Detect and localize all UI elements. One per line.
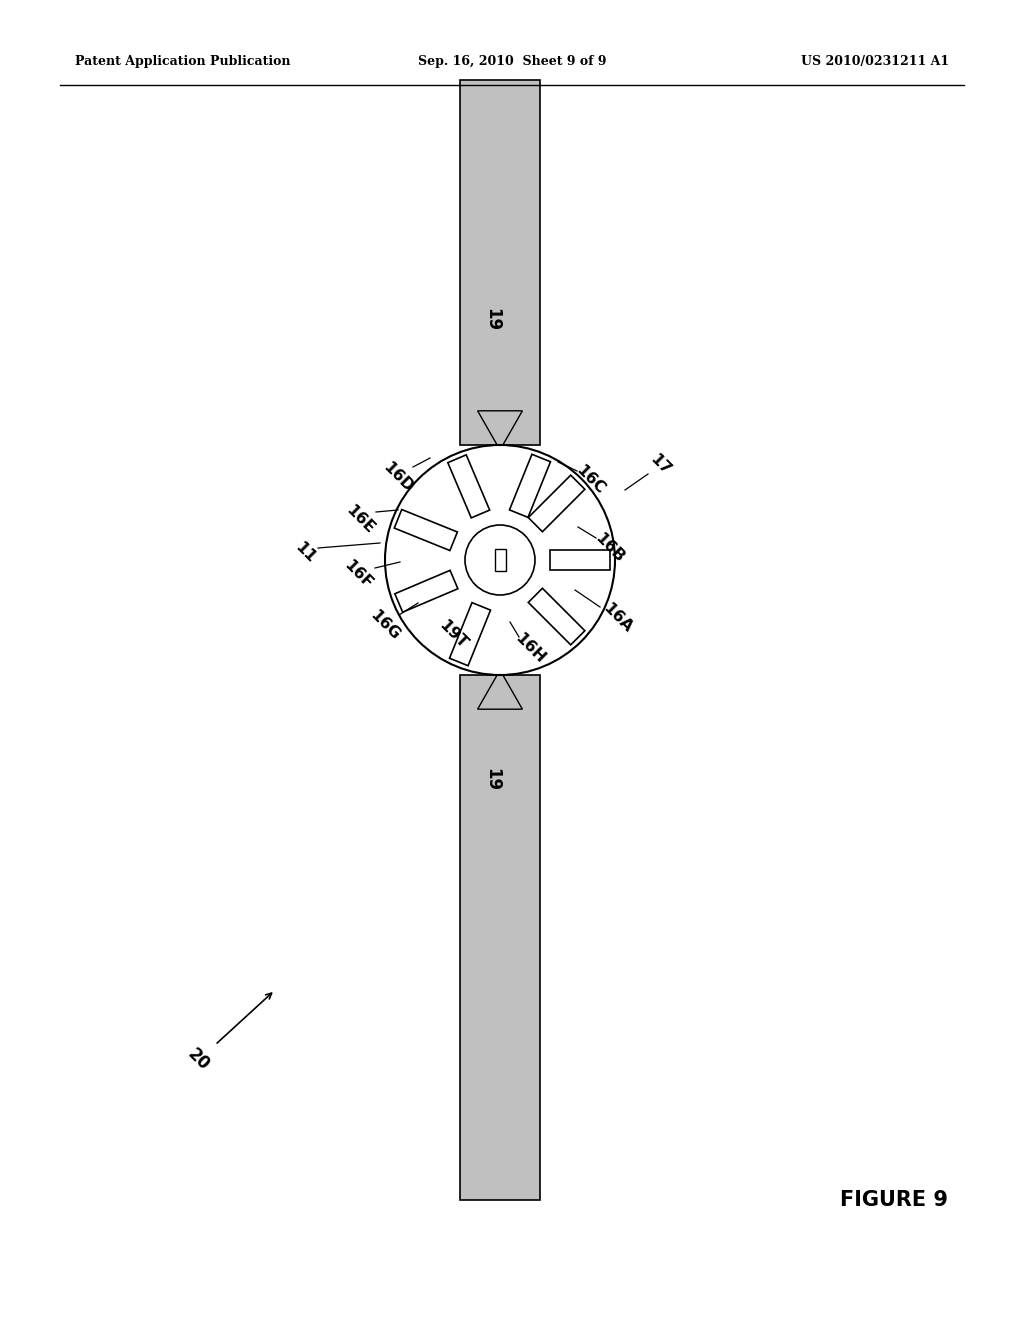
Polygon shape bbox=[450, 603, 490, 665]
Polygon shape bbox=[477, 671, 522, 709]
Text: 11: 11 bbox=[292, 540, 318, 566]
Polygon shape bbox=[495, 549, 506, 572]
Text: 19T: 19T bbox=[436, 618, 470, 652]
Text: 16E: 16E bbox=[343, 503, 377, 537]
Text: 16H: 16H bbox=[512, 630, 548, 667]
Circle shape bbox=[465, 525, 535, 595]
Text: 16D: 16D bbox=[380, 459, 416, 495]
Text: 16F: 16F bbox=[341, 558, 375, 593]
Polygon shape bbox=[460, 675, 540, 1200]
Polygon shape bbox=[394, 510, 458, 550]
Text: 20: 20 bbox=[183, 1045, 213, 1074]
Text: Patent Application Publication: Patent Application Publication bbox=[75, 55, 291, 69]
Text: FIGURE 9: FIGURE 9 bbox=[840, 1191, 948, 1210]
Polygon shape bbox=[510, 454, 551, 517]
Text: 16G: 16G bbox=[368, 607, 402, 643]
Polygon shape bbox=[528, 475, 585, 532]
Text: 19: 19 bbox=[483, 768, 501, 792]
Text: US 2010/0231211 A1: US 2010/0231211 A1 bbox=[801, 55, 949, 69]
Polygon shape bbox=[395, 570, 458, 612]
Text: Sep. 16, 2010  Sheet 9 of 9: Sep. 16, 2010 Sheet 9 of 9 bbox=[418, 55, 606, 69]
Text: 19: 19 bbox=[483, 309, 501, 331]
Text: 16A: 16A bbox=[600, 601, 636, 635]
Polygon shape bbox=[447, 455, 489, 517]
Text: 16B: 16B bbox=[593, 531, 628, 565]
Polygon shape bbox=[460, 81, 540, 445]
Polygon shape bbox=[528, 589, 585, 645]
Text: 17: 17 bbox=[647, 451, 673, 478]
Polygon shape bbox=[550, 550, 610, 570]
Text: 16C: 16C bbox=[572, 463, 607, 498]
Circle shape bbox=[385, 445, 615, 675]
Polygon shape bbox=[477, 411, 522, 450]
